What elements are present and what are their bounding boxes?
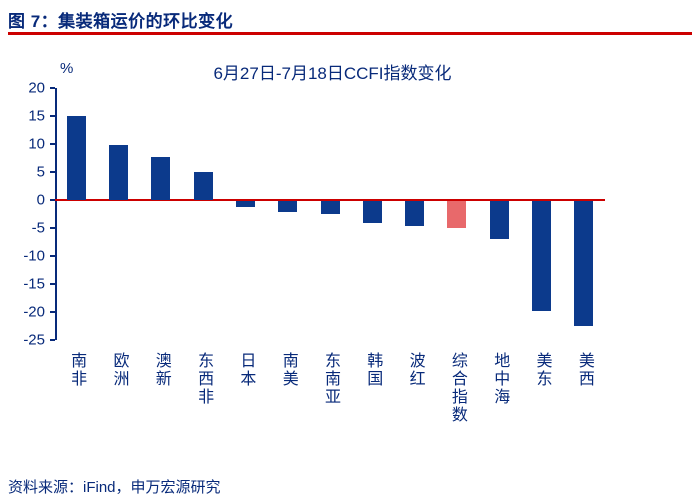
y-tick-mark [50, 115, 55, 117]
zero-axis-line [55, 199, 605, 201]
y-tick-mark [50, 283, 55, 285]
x-axis-label: 美西 [575, 352, 593, 388]
y-tick-mark [50, 87, 55, 89]
y-tick-label: 10 [28, 135, 45, 153]
x-axis-labels: 南非 欧洲 澳新 东西非 日本 南美 东南亚 韩国 波红 综合指数 地中海 美东 美西 [55, 352, 605, 467]
y-axis: 20 15 10 5 0 -5 -10 -15 -20 -25 [0, 80, 55, 349]
x-axis-label: 澳新 [152, 352, 170, 388]
y-tick-label: 20 [28, 79, 45, 97]
y-tick-label: -5 [31, 219, 45, 237]
plot-area [50, 87, 605, 341]
y-tick-mark [50, 227, 55, 229]
x-axis-label: 美东 [533, 352, 551, 388]
bar-波红 [405, 201, 425, 226]
x-axis-label: 欧洲 [110, 352, 128, 388]
x-axis-label: 综合指数 [448, 352, 466, 424]
bar-地中海 [489, 201, 509, 240]
bar-东西非 [193, 172, 213, 200]
y-tick-label: -15 [23, 275, 45, 293]
y-axis-line [55, 88, 57, 340]
bar-南非 [66, 116, 86, 200]
y-tick-mark [50, 339, 55, 341]
bar-东南亚 [320, 201, 340, 215]
x-axis-label: 东西非 [195, 352, 213, 406]
y-tick-mark [50, 199, 55, 201]
x-axis-label: 韩国 [364, 352, 382, 388]
y-tick-label: 15 [28, 107, 45, 125]
y-tick-mark [50, 171, 55, 173]
x-axis-label: 地中海 [491, 352, 509, 406]
y-tick-mark [50, 143, 55, 145]
bar-日本 [235, 201, 255, 207]
bar-欧洲 [108, 145, 128, 200]
x-axis-label: 波红 [406, 352, 424, 388]
y-tick-mark [50, 255, 55, 257]
x-axis-label: 日本 [237, 352, 255, 388]
bar-美东 [532, 201, 552, 311]
source-note: 资料来源：iFind，申万宏源研究 [8, 479, 221, 496]
figure-title: 图 7：集装箱运价的环比变化 [8, 12, 234, 31]
y-axis-unit-label: % [60, 60, 74, 77]
bar-南美 [278, 201, 298, 213]
y-tick-label: -10 [23, 247, 45, 265]
y-tick-label: 5 [36, 163, 45, 181]
bar-韩国 [362, 201, 382, 223]
y-tick-label: -20 [23, 303, 45, 321]
bar-美西 [574, 201, 594, 327]
chart-title: 6月27日-7月18日CCFI指数变化 [213, 64, 452, 83]
x-axis-label: 南非 [68, 352, 86, 388]
bar-综合指数 [447, 201, 467, 229]
y-tick-mark [50, 311, 55, 313]
x-axis-label: 南美 [279, 352, 297, 388]
y-tick-label: -25 [23, 331, 45, 349]
bar-澳新 [151, 157, 171, 200]
title-divider [8, 32, 692, 35]
x-axis-label: 东南亚 [322, 352, 339, 406]
y-tick-label: 0 [36, 191, 45, 209]
